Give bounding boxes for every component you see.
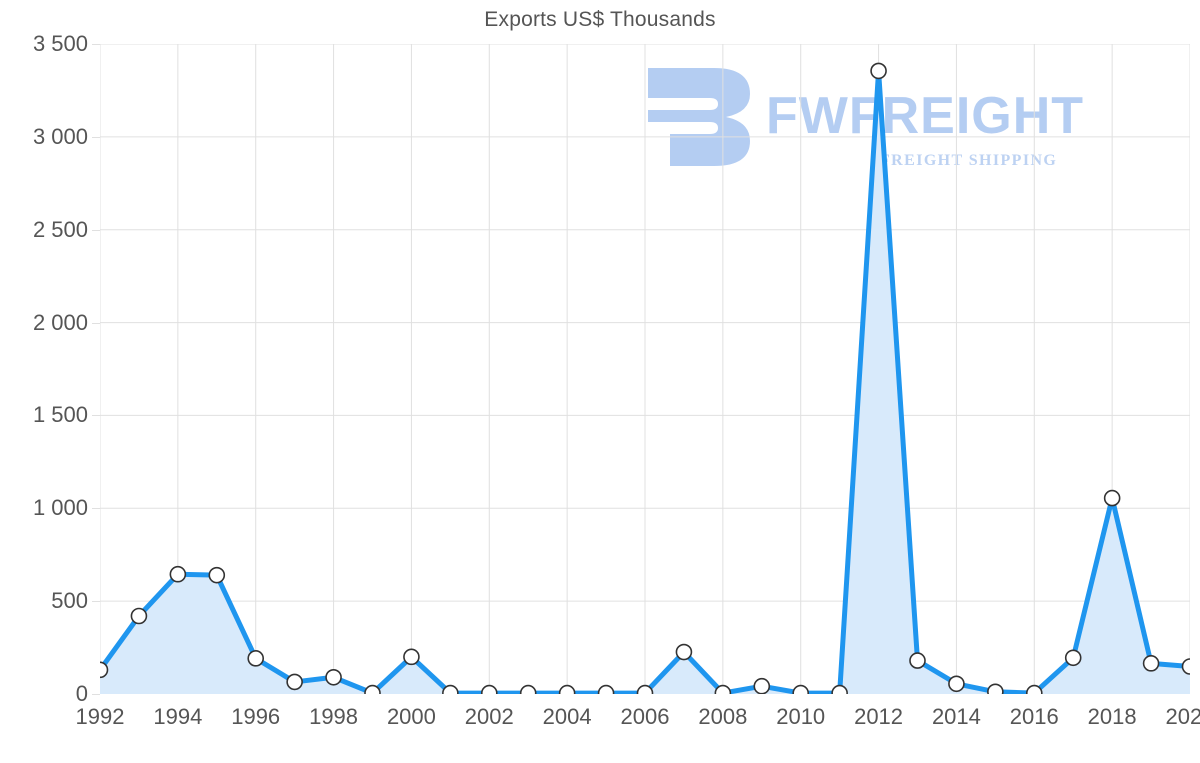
y-axis-tick-label: 1 500 (32, 402, 88, 428)
x-axis-tick-label: 2008 (698, 704, 748, 729)
x-axis-tick-label: 2010 (776, 704, 826, 729)
chart-title: Exports US$ Thousands (484, 8, 716, 31)
x-axis-tick-label: 2018 (1087, 704, 1137, 729)
data-point-marker[interactable] (987, 683, 1004, 694)
x-axis-tick-label: 1998 (309, 704, 359, 729)
x-axis-tick-label: 2016 (1009, 704, 1059, 729)
y-axis-tick-label: 0 (75, 681, 88, 706)
data-point-marker[interactable] (831, 684, 848, 694)
y-axis-tick-label: 2 000 (32, 309, 88, 335)
data-point-marker[interactable] (130, 607, 148, 625)
data-point-marker[interactable] (1064, 649, 1082, 667)
grid-lines (100, 44, 1190, 694)
data-point-marker[interactable] (325, 668, 342, 686)
plot-area (100, 44, 1190, 694)
data-point-marker[interactable] (403, 648, 420, 666)
y-axis-tick-mark (92, 415, 100, 417)
data-point-marker[interactable] (208, 566, 226, 584)
y-axis-tick-label: 3 500 (32, 31, 88, 56)
y-axis-tick-mark (92, 44, 100, 45)
x-axis-tick-label: 2006 (620, 704, 670, 729)
data-point-marker[interactable] (792, 684, 810, 694)
data-point-marker[interactable] (636, 684, 654, 694)
data-point-markers[interactable] (100, 62, 1191, 694)
data-point-marker[interactable] (519, 684, 537, 694)
data-point-marker[interactable] (247, 650, 265, 667)
data-point-marker[interactable] (597, 684, 615, 694)
y-axis-tick-label: 2 500 (32, 216, 88, 242)
x-axis-tick-label: 2004 (542, 704, 592, 729)
x-axis-tick-label: 2020 (1165, 704, 1200, 729)
data-point-marker[interactable] (100, 661, 109, 679)
y-axis-tick-mark (92, 229, 100, 231)
x-axis-tick-label: 2014 (931, 704, 981, 729)
data-point-marker[interactable] (364, 684, 381, 694)
x-axis-tick-label: 2002 (464, 704, 514, 729)
x-axis-tick-label: 1992 (75, 704, 125, 729)
data-point-marker[interactable] (870, 62, 887, 80)
data-point-marker[interactable] (1181, 658, 1191, 675)
x-axis-tick-label: 2012 (854, 704, 904, 729)
y-axis-tick-mark (92, 601, 100, 603)
y-axis-tick-label: 3 000 (32, 123, 88, 149)
y-axis-tick-mark (92, 508, 100, 510)
x-axis-tick-label: 1994 (153, 704, 203, 729)
data-point-marker[interactable] (1025, 684, 1043, 694)
data-point-marker[interactable] (753, 677, 771, 694)
x-axis-tick-label: 2000 (386, 704, 436, 729)
y-axis-tick-mark (92, 694, 100, 695)
y-axis-tick-label: 1 000 (32, 495, 88, 521)
data-point-marker[interactable] (948, 675, 965, 693)
data-point-marker[interactable] (675, 643, 693, 661)
data-point-marker[interactable] (286, 673, 303, 691)
data-point-marker[interactable] (169, 565, 187, 583)
y-axis-tick-mark (92, 136, 100, 138)
data-point-marker[interactable] (480, 684, 498, 694)
y-axis-tick-label: 500 (51, 588, 88, 614)
data-point-marker[interactable] (442, 684, 459, 694)
data-point-marker[interactable] (909, 652, 926, 669)
data-point-marker[interactable] (714, 684, 732, 694)
y-axis-tick-mark (92, 322, 100, 324)
data-point-marker[interactable] (558, 684, 576, 694)
data-point-marker[interactable] (1142, 655, 1160, 672)
data-point-marker[interactable] (1103, 489, 1121, 507)
x-axis-tick-label: 1996 (231, 704, 281, 729)
